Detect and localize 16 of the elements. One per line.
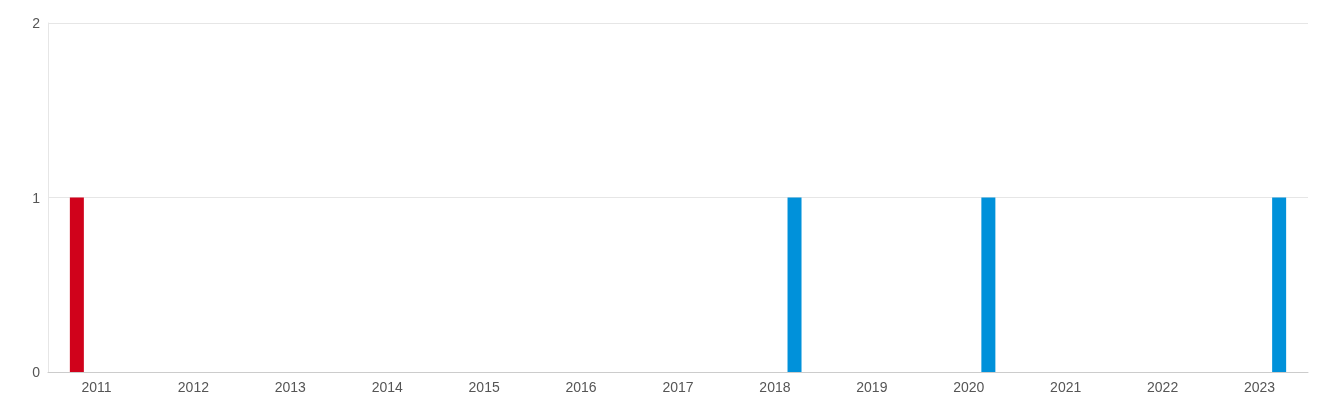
x-tick-label: 2021 xyxy=(1050,379,1082,395)
x-tick-label: 2011 xyxy=(81,379,112,395)
x-tick-label: 2015 xyxy=(468,379,500,395)
x-tick-label: 2017 xyxy=(662,379,694,395)
x-tick-label: 2018 xyxy=(759,379,791,395)
x-tick-label: 2020 xyxy=(953,379,985,395)
y-tick-label: 1 xyxy=(32,189,41,206)
x-tick-label: 2019 xyxy=(856,379,888,395)
x-tick-label: 2014 xyxy=(371,379,404,395)
y-tick-label: 2 xyxy=(32,15,41,31)
y-tick-label: 0 xyxy=(32,364,41,380)
x-tick-label: 2016 xyxy=(565,379,597,395)
x-tick-label: 2012 xyxy=(177,379,210,395)
x-tick-label: 2023 xyxy=(1243,379,1276,395)
x-tick-label: 2013 xyxy=(274,379,307,395)
x-tick-label: 2022 xyxy=(1147,379,1179,395)
